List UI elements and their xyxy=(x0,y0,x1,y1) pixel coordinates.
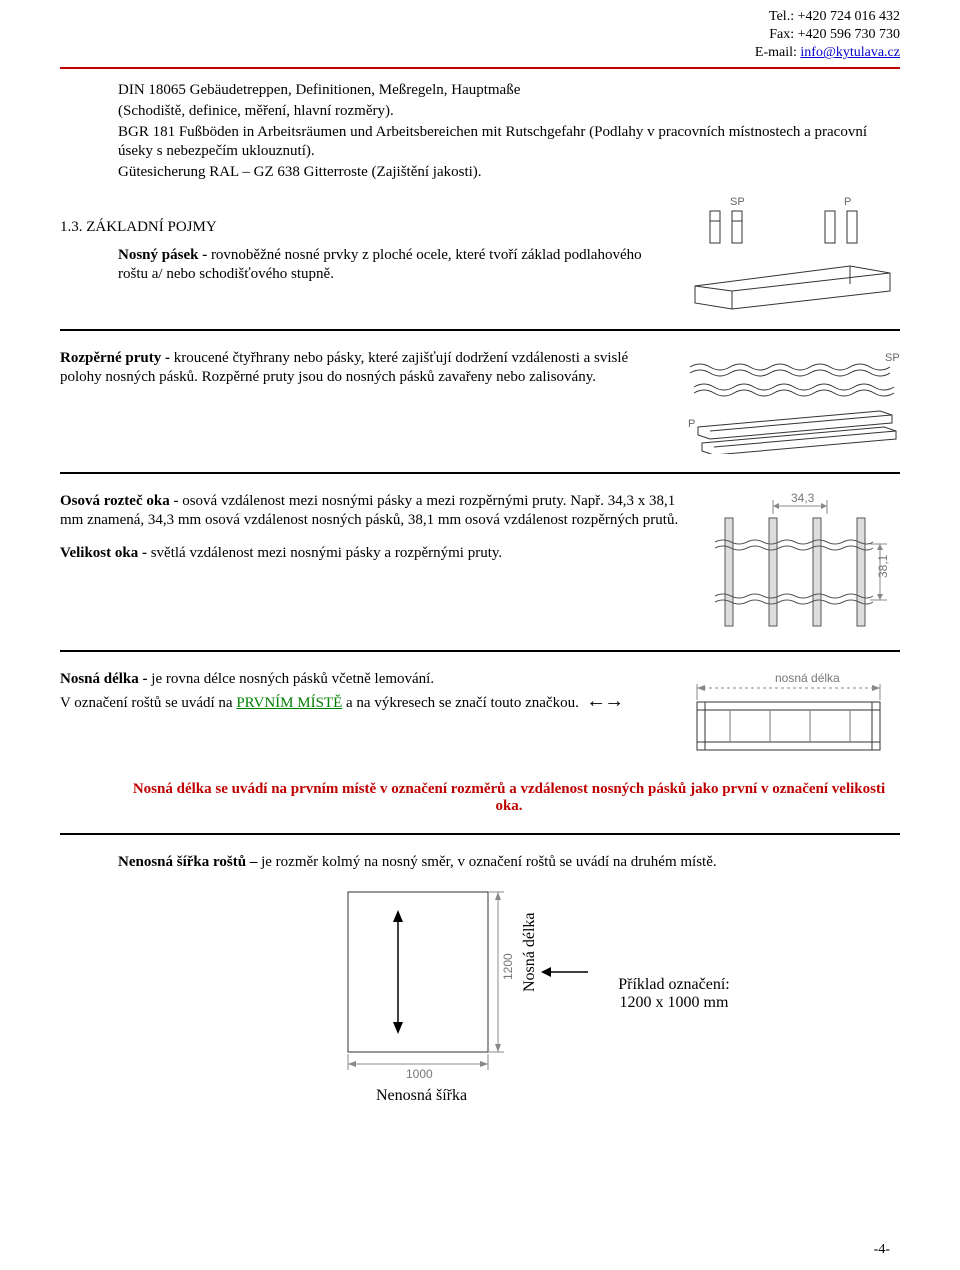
fig1-sp-label: SP xyxy=(730,196,745,208)
nosna-delka-l2a: V označení roštů se uvádí na xyxy=(60,695,236,711)
nosny-pasek-para: Nosný pásek - rovnoběžné nosné prvky z p… xyxy=(118,246,672,284)
rozperne-term: Rozpěrné pruty - xyxy=(60,350,174,366)
fig-dimensions: 1200 Nosná délka 1000 Nenosná šířka xyxy=(288,882,588,1107)
section-1-3-header-row: 1.3. ZÁKLADNÍ POJMY Nosný pásek - rovnob… xyxy=(60,191,900,311)
nenosna-hlabel: Nenosná šířka xyxy=(376,1087,467,1104)
fig2-sp-label: SP xyxy=(885,352,900,364)
intro-line-1: DIN 18065 Gebäudetreppen, Definitionen, … xyxy=(118,81,900,100)
page: Tel.: +420 724 016 432 Fax: +420 596 730… xyxy=(0,0,960,1270)
dim-1000: 1000 xyxy=(406,1067,433,1081)
nosny-pasek-term: Nosný pásek - xyxy=(118,247,211,263)
dim-h-label: 38,1 xyxy=(876,554,890,578)
separator-3 xyxy=(60,650,900,652)
nosna-delka-l2b: PRVNÍM MÍSTĚ xyxy=(236,695,342,711)
nosna-delka-term: Nosná délka - xyxy=(60,671,151,687)
dim-w-label: 34,3 xyxy=(791,492,815,505)
double-arrow-icon: ←→ xyxy=(583,690,623,712)
email-link[interactable]: info@kytulava.cz xyxy=(800,45,900,60)
separator-1 xyxy=(60,329,900,331)
velikost-text: světlá vzdálenost mezi nosnými pásky a r… xyxy=(151,545,502,561)
example-l1: Příklad označení: xyxy=(618,976,730,994)
rozperne-row: Rozpěrné pruty - kroucené čtyřhrany nebo… xyxy=(60,349,900,454)
example-l2: 1200 x 1000 mm xyxy=(618,994,730,1012)
osova-term: Osová rozteč oka - xyxy=(60,493,182,509)
fig-nosny-pasek: SP P xyxy=(690,191,900,311)
tel-label: Tel.: xyxy=(769,9,794,24)
fax-value: +420 596 730 730 xyxy=(798,27,900,42)
separator-2 xyxy=(60,472,900,474)
nenosna-term: Nenosná šířka roštů – xyxy=(118,854,261,870)
fig1-p-label: P xyxy=(844,196,851,208)
nosna-delka-row: Nosná délka - je rovna délce nosných pás… xyxy=(60,670,900,765)
velikost-para: Velikost oka - světlá vzdálenost mezi no… xyxy=(60,544,687,563)
red-note: Nosná délka se uvádí na prvním místě v o… xyxy=(118,781,900,815)
tel-value: +420 724 016 432 xyxy=(798,9,900,24)
page-number: -4- xyxy=(874,1242,890,1258)
fig-osova: 34,3 38,1 xyxy=(705,492,900,632)
nosna-delka-fig-label: nosná délka xyxy=(775,671,840,685)
email-label: E-mail: xyxy=(755,45,797,60)
intro-line-2: (Schodiště, definice, měření, hlavní roz… xyxy=(118,102,900,121)
example-label-block: Příklad označení: 1200 x 1000 mm xyxy=(618,976,730,1012)
nenosna-block: Nenosná šířka roštů – je rozměr kolmý na… xyxy=(118,853,900,1107)
tel-line: Tel.: +420 724 016 432 xyxy=(60,8,900,26)
osova-para: Osová rozteč oka - osová vzdálenost mezi… xyxy=(60,492,687,530)
header-rule xyxy=(60,67,900,69)
fax-label: Fax: xyxy=(769,27,794,42)
email-line: E-mail: info@kytulava.cz xyxy=(60,44,900,62)
intro-line-4: Gütesicherung RAL – GZ 638 Gitterroste (… xyxy=(118,163,900,182)
fig-rozperne: SP P xyxy=(680,349,900,454)
section-1-3-title: 1.3. ZÁKLADNÍ POJMY xyxy=(60,219,672,236)
fax-line: Fax: +420 596 730 730 xyxy=(60,26,900,44)
intro-block: DIN 18065 Gebäudetreppen, Definitionen, … xyxy=(118,81,900,183)
osova-row: Osová rozteč oka - osová vzdálenost mezi… xyxy=(60,492,900,632)
rozperne-para: Rozpěrné pruty - kroucené čtyřhrany nebo… xyxy=(60,349,662,387)
nosna-delka-vlabel: Nosná délka xyxy=(521,912,538,992)
contact-header: Tel.: +420 724 016 432 Fax: +420 596 730… xyxy=(60,8,900,63)
nenosna-para: Nenosná šířka roštů – je rozměr kolmý na… xyxy=(118,853,900,872)
fig-nosna-delka: nosná délka xyxy=(675,670,900,765)
separator-4 xyxy=(60,833,900,835)
nosna-delka-l1: je rovna délce nosných pásků včetně lemo… xyxy=(151,671,434,687)
nosna-delka-l2c: a na výkresech se značí touto značkou. xyxy=(342,695,579,711)
nenosna-text: je rozměr kolmý na nosný směr, v označen… xyxy=(261,854,717,870)
fig2-p-label: P xyxy=(688,418,695,430)
intro-line-3: BGR 181 Fußböden in Arbeitsräumen und Ar… xyxy=(118,123,900,161)
nosna-delka-para: Nosná délka - je rovna délce nosných pás… xyxy=(60,670,657,715)
dim-1200: 1200 xyxy=(501,953,515,980)
velikost-term: Velikost oka - xyxy=(60,545,151,561)
